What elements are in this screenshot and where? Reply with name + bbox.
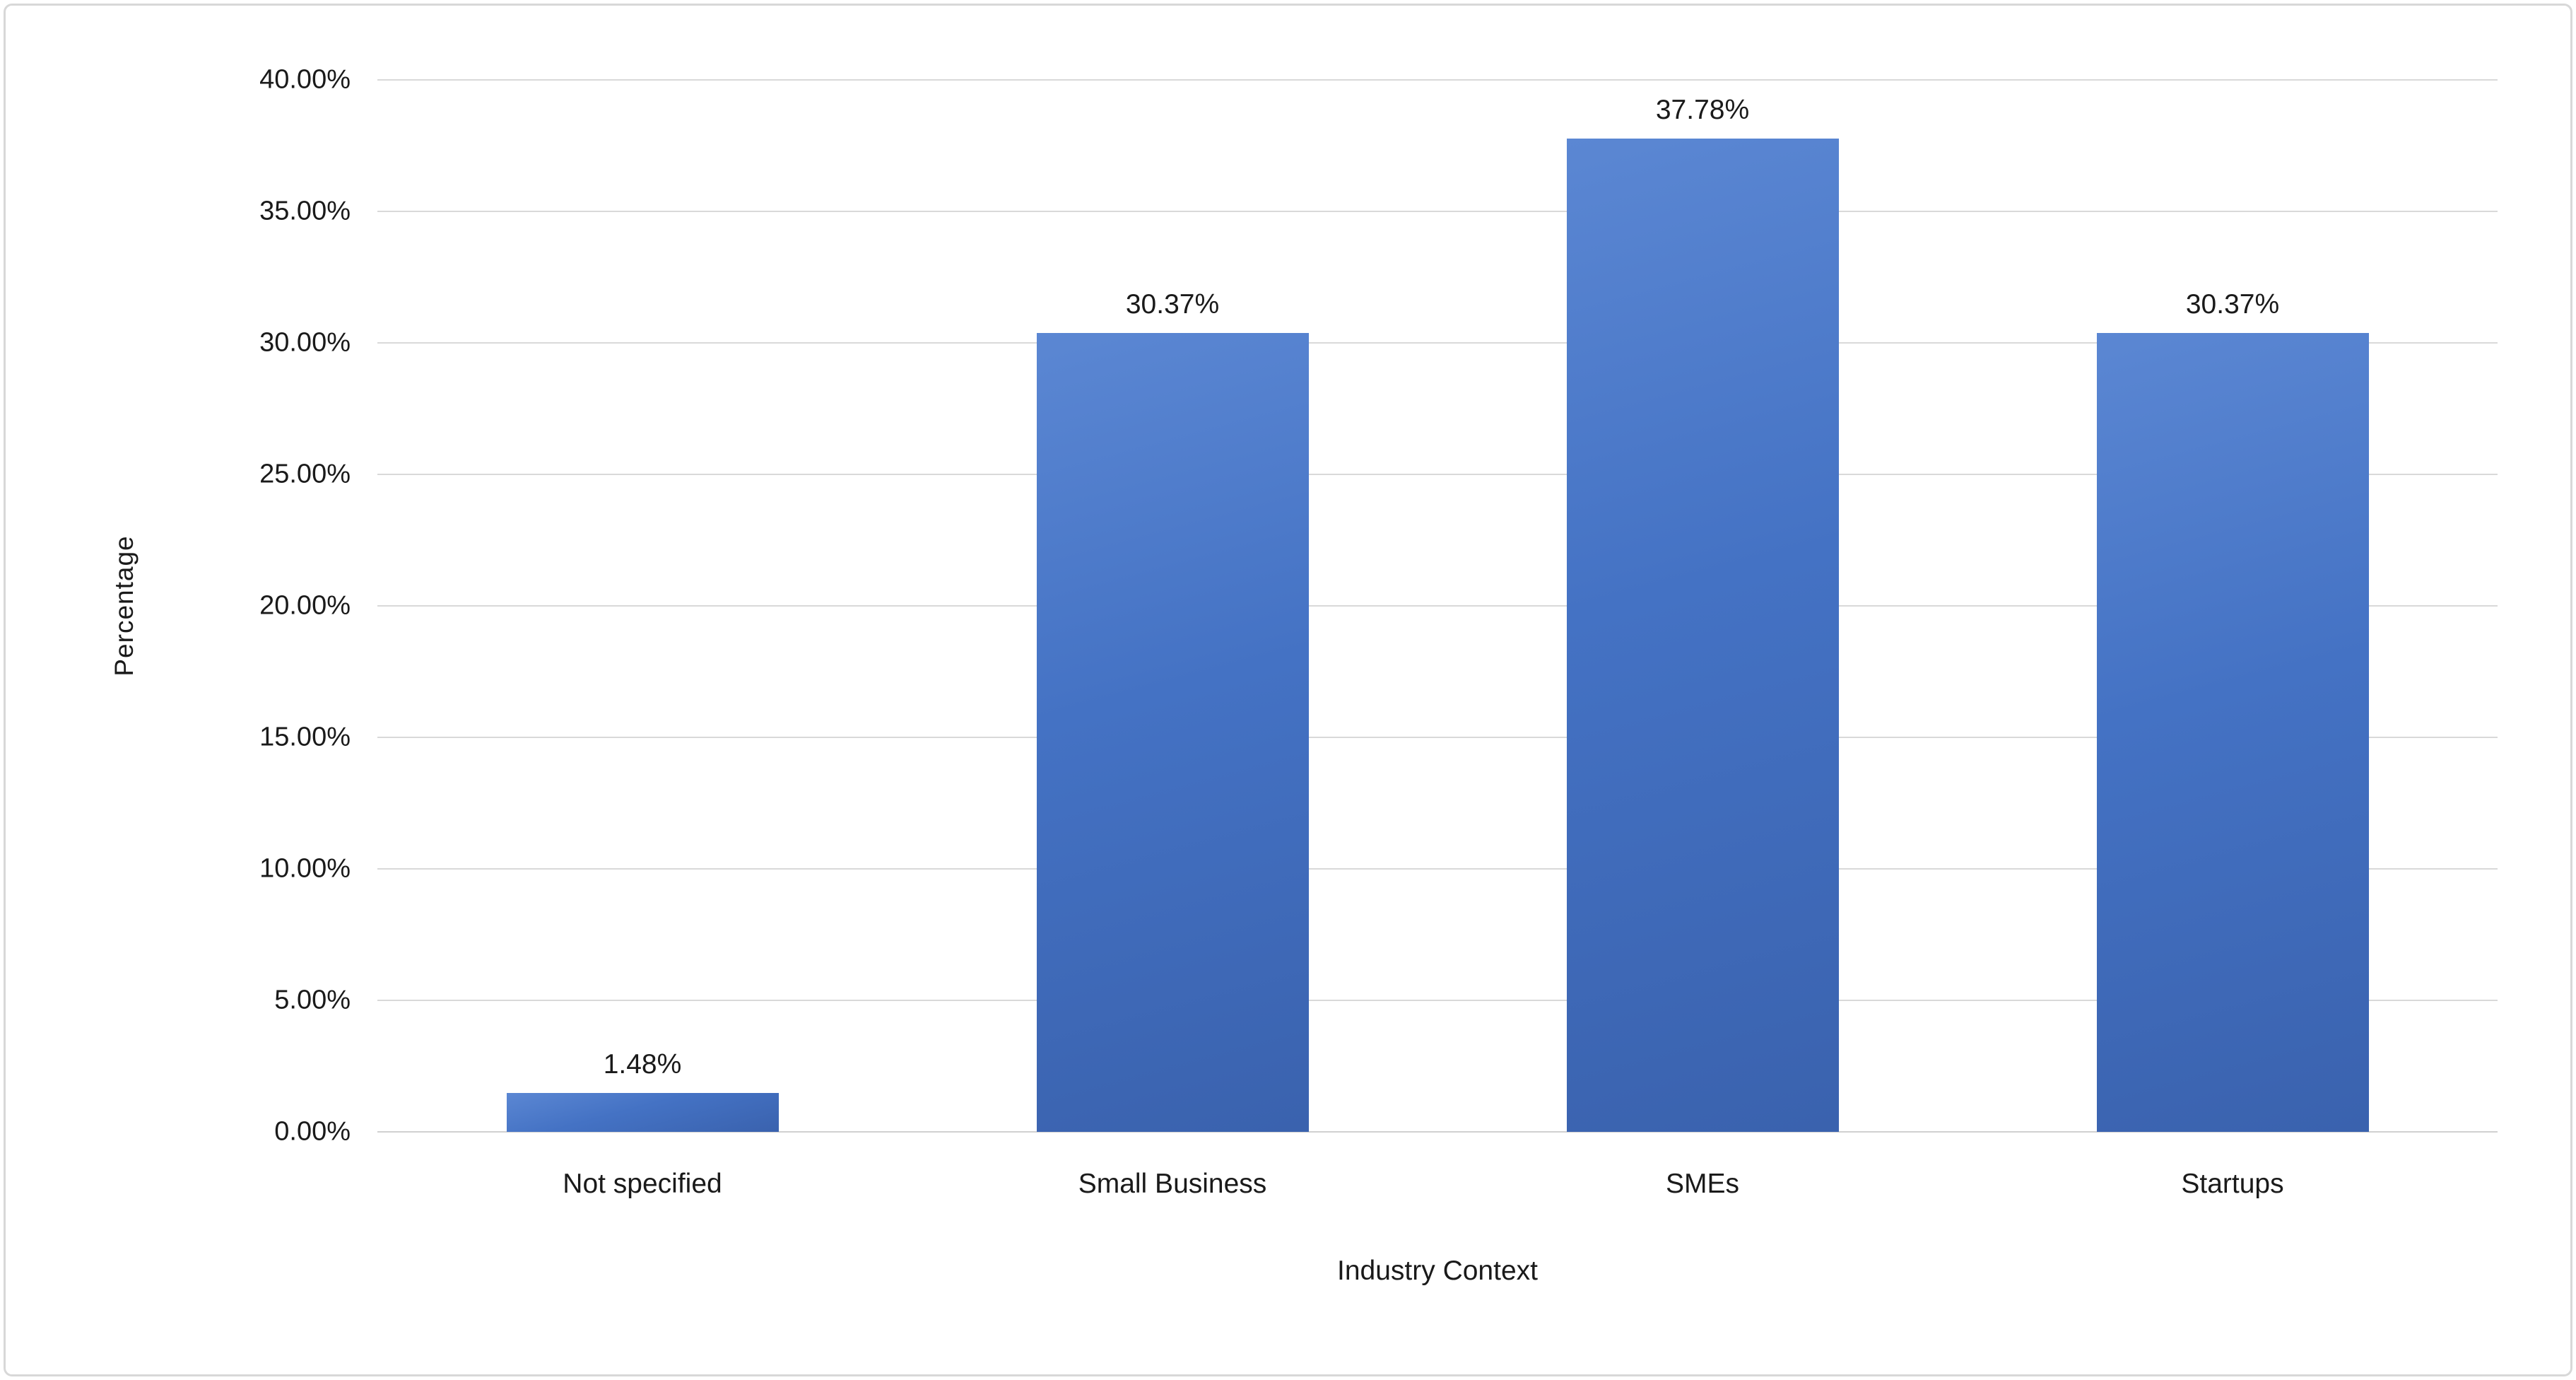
y-axis-tick-label: 0.00%: [274, 1116, 351, 1147]
plot-area: 1.48% 30.37% 37.78% 30.37%: [377, 79, 2498, 1133]
y-axis-tick-label: 10.00%: [259, 853, 351, 884]
bar: [1566, 138, 1839, 1132]
gridline: [377, 79, 2498, 81]
x-axis-tick-label: SMEs: [1665, 1169, 1740, 1199]
y-axis-tick-label: 30.00%: [259, 327, 351, 358]
gridline: [377, 474, 2498, 475]
y-axis-ticks: 0.00% 5.00% 10.00% 15.00% 20.00% 25.00% 30.00%…: [6, 65, 351, 1147]
x-axis-tick-label: Startups: [2181, 1169, 2284, 1199]
y-axis-tick-label: 35.00%: [259, 196, 351, 226]
bar-value-label: 1.48%: [603, 1048, 682, 1080]
x-axis-title: Industry Context: [1337, 1256, 1538, 1286]
chart-frame: Percentage 0.00% 5.00% 10.00% 15.00% 20.00% 2…: [4, 4, 2572, 1376]
bar: [2096, 333, 2369, 1132]
bar: [506, 1092, 779, 1132]
bar: [1036, 333, 1309, 1132]
bar-value-label: 37.78%: [1655, 94, 1750, 125]
gridline: [377, 211, 2498, 212]
y-axis-tick-label: 40.00%: [259, 64, 351, 95]
gridline: [377, 342, 2498, 344]
bar-value-label: 30.37%: [1125, 289, 1220, 320]
y-axis-tick-label: 15.00%: [259, 722, 351, 752]
x-axis-tick-label: Small Business: [1078, 1169, 1267, 1199]
x-axis-tick-label: Not specified: [563, 1169, 722, 1199]
x-axis-ticks: Not specified Small Business SMEs Startups: [377, 1132, 2498, 1217]
bar-value-label: 30.37%: [2185, 289, 2280, 320]
gridline: [377, 605, 2498, 607]
gridline: [377, 868, 2498, 870]
gridline: [377, 737, 2498, 738]
y-axis-tick-label: 20.00%: [259, 590, 351, 621]
y-axis-tick-label: 5.00%: [274, 985, 351, 1015]
gridline: [377, 1000, 2498, 1001]
y-axis-tick-label: 25.00%: [259, 459, 351, 489]
gridline: [377, 1131, 2498, 1133]
